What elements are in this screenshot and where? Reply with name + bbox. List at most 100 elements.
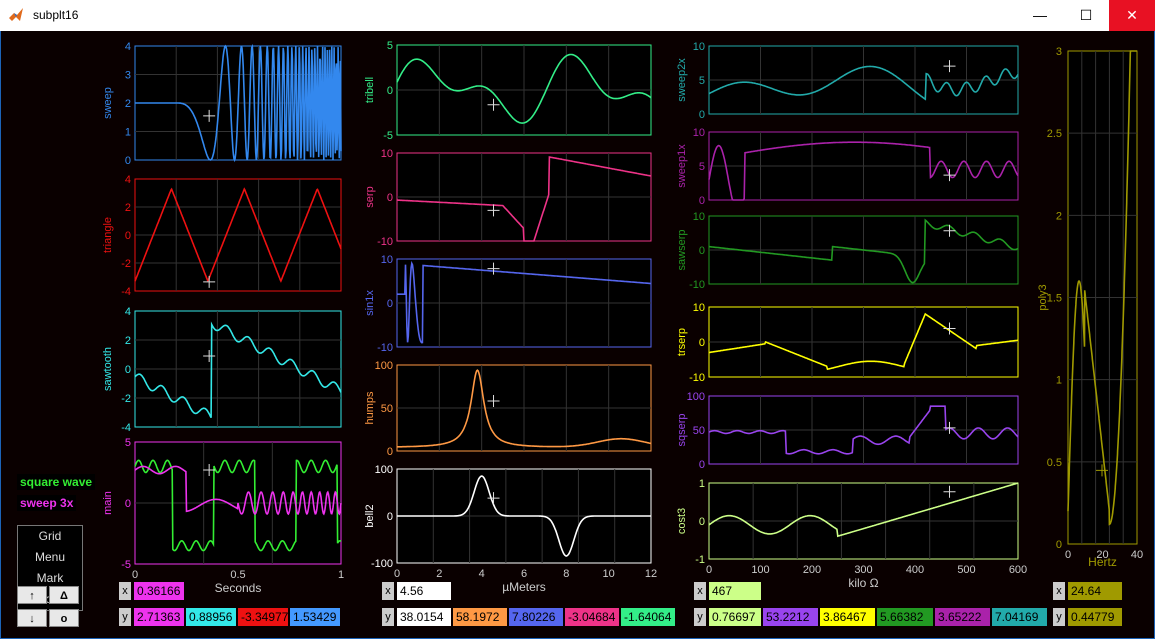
down-arrow-button[interactable]: ↓ [17, 609, 47, 627]
sawtooth-ytick: -4 [121, 422, 131, 434]
c2-y-value[interactable]: 7.80226 [509, 608, 563, 626]
sweep1x-cursor-marker[interactable] [943, 169, 956, 182]
trserp-ytick: -10 [689, 372, 705, 384]
c4-x-label: x [1053, 582, 1065, 600]
c2-x-value[interactable]: 4.56 [397, 582, 451, 600]
poly3-xtick: 40 [1131, 549, 1143, 561]
bell2-ytick: 0 [387, 511, 393, 523]
sweep-ytick: 0 [125, 155, 131, 167]
delta-button[interactable]: Δ [49, 586, 79, 604]
chart-poly3[interactable]: 0 0.5 1 1.5 2 2.5 3 poly3 0 20 40 Hertz [1037, 46, 1143, 569]
main-cursor-marker[interactable] [203, 464, 216, 477]
sweep1x-ylabel: sweep1x [676, 144, 688, 188]
up-arrow-button[interactable]: ↑ [17, 586, 47, 604]
bell2-cursor-marker[interactable] [487, 492, 500, 505]
sweep2x-cursor-marker[interactable] [943, 60, 956, 73]
mark-button[interactable]: Mark [36, 571, 64, 585]
sawserp-ytick: -10 [689, 279, 705, 291]
c1-x-value[interactable]: 0.36166 [134, 582, 184, 600]
tribell-cursor-marker[interactable] [487, 98, 500, 111]
cost3-xtick: 400 [906, 564, 924, 576]
plots-canvas: 01234sweep-4-2024triangle-4-2024sawtooth… [102, 40, 1143, 595]
chart-triangle[interactable]: -4 -2 0 2 4 triangle [102, 174, 342, 298]
poly3-cursor-marker[interactable] [1096, 464, 1108, 477]
serp-cursor-marker[interactable] [487, 204, 500, 217]
chart-serp[interactable]: -10 0 10 serp [364, 148, 652, 248]
c3-y-value[interactable]: 3.86467 [820, 608, 875, 626]
chart-sweep[interactable]: 0 1 2 3 4 sweep [102, 41, 342, 167]
chart-sqserp[interactable]: 0 50 100 sqserp [676, 391, 1019, 471]
sawserp-ytick: 0 [699, 245, 705, 257]
sawtooth-cursor-marker[interactable] [203, 349, 216, 362]
humps-ytick: 50 [381, 403, 393, 415]
chart-humps[interactable]: 0 50 100 humps [364, 360, 652, 458]
bell2-xtick: 8 [563, 568, 569, 580]
c2-y-value[interactable]: 38.0154 [397, 608, 451, 626]
serp-ytick: 10 [381, 148, 393, 160]
sawtooth-ylabel: sawtooth [102, 347, 114, 391]
sweep1x-ytick: 5 [699, 161, 705, 173]
c1-y-value[interactable]: 1.53429 [290, 608, 340, 626]
poly3-ytick: 2 [1056, 210, 1062, 222]
chart-sawserp[interactable]: -10 0 10 sawserp [676, 211, 1019, 291]
grid-button[interactable]: Grid [38, 529, 62, 543]
legend-sweep-3x[interactable]: sweep 3x [17, 495, 77, 511]
c2-y-value[interactable]: -3.04684 [565, 608, 619, 626]
c3-x-value[interactable]: 467 [709, 582, 761, 600]
c3-y-value[interactable]: 0.76697 [709, 608, 761, 626]
poly3-ytick: 1 [1056, 375, 1062, 387]
c3-y-value[interactable]: 5.66382 [877, 608, 933, 626]
close-button[interactable]: ✕ [1109, 0, 1155, 31]
sqserp-ytick: 100 [687, 391, 705, 403]
sweep-line [135, 43, 342, 163]
main-xtick: 0 [132, 569, 138, 581]
maximize-button[interactable]: ☐ [1079, 7, 1093, 23]
o-button[interactable]: o [49, 609, 79, 627]
c1-y-value[interactable]: -3.34977 [238, 608, 288, 626]
bell2-xtick: 12 [645, 568, 657, 580]
figure-area: 0 1 2 3 4 sweep -4 -2 0 2 4 triangle -4 -2 0 2 4 sawtooth… [0, 31, 1155, 639]
bell2-xlabel: µMeters [502, 580, 546, 594]
sweep2x-ytick: 5 [699, 75, 705, 87]
c4-y-value[interactable]: 0.44779 [1068, 608, 1122, 626]
c2-y-value[interactable]: -1.64064 [621, 608, 675, 626]
legend-square-wave[interactable]: square wave [17, 474, 96, 490]
c4-x-value[interactable]: 24.64 [1068, 582, 1122, 600]
tribell-ytick: -5 [383, 130, 393, 142]
trserp-cursor-marker[interactable] [943, 322, 956, 335]
c2-y-value[interactable]: 58.1972 [453, 608, 507, 626]
humps-cursor-marker[interactable] [487, 394, 500, 407]
chart-sin1x[interactable]: -10 0 10 sin1x [364, 254, 652, 354]
minimize-button[interactable]: — [1033, 7, 1047, 23]
cost3-xtick: 600 [1009, 564, 1027, 576]
sweep-ylabel: sweep [102, 87, 114, 119]
chart-tribell[interactable]: -5 0 5 tribell [364, 40, 652, 142]
sweep-ytick: 1 [125, 127, 131, 139]
chart-sweep2x[interactable]: 0 5 10 sweep2x [676, 41, 1019, 121]
chart-sweep1x[interactable]: 0 5 10 sweep1x [676, 127, 1019, 207]
sqserp-line [708, 405, 1019, 455]
sqserp-cursor-marker[interactable] [943, 421, 956, 434]
chart-sawtooth[interactable]: -4 -2 0 2 4 sawtooth [102, 306, 342, 434]
sin1x-cursor-marker[interactable] [487, 262, 500, 275]
sin1x-ytick: -10 [377, 342, 393, 354]
tribell-line [396, 53, 652, 124]
c3-y-value[interactable]: 3.65222 [935, 608, 990, 626]
main-square-wave-line [134, 459, 342, 552]
serp-ylabel: serp [364, 186, 376, 207]
bell2-ylabel: bell2 [364, 504, 376, 527]
cost3-cursor-marker[interactable] [943, 485, 956, 498]
menu-button[interactable]: Menu [34, 550, 66, 564]
c1-y-value[interactable]: 0.88956 [186, 608, 236, 626]
sawserp-cursor-marker[interactable] [943, 224, 956, 237]
c3-y-value[interactable]: 7.04169 [992, 608, 1047, 626]
chart-trserp[interactable]: -10 0 10 trserp [676, 302, 1019, 384]
c1-y-value[interactable]: 2.71363 [134, 608, 184, 626]
poly3-xtick: 0 [1065, 549, 1071, 561]
triangle-cursor-marker[interactable] [203, 275, 216, 288]
c3-y-value[interactable]: 53.2212 [763, 608, 818, 626]
sweep-cursor-marker[interactable] [203, 109, 216, 122]
